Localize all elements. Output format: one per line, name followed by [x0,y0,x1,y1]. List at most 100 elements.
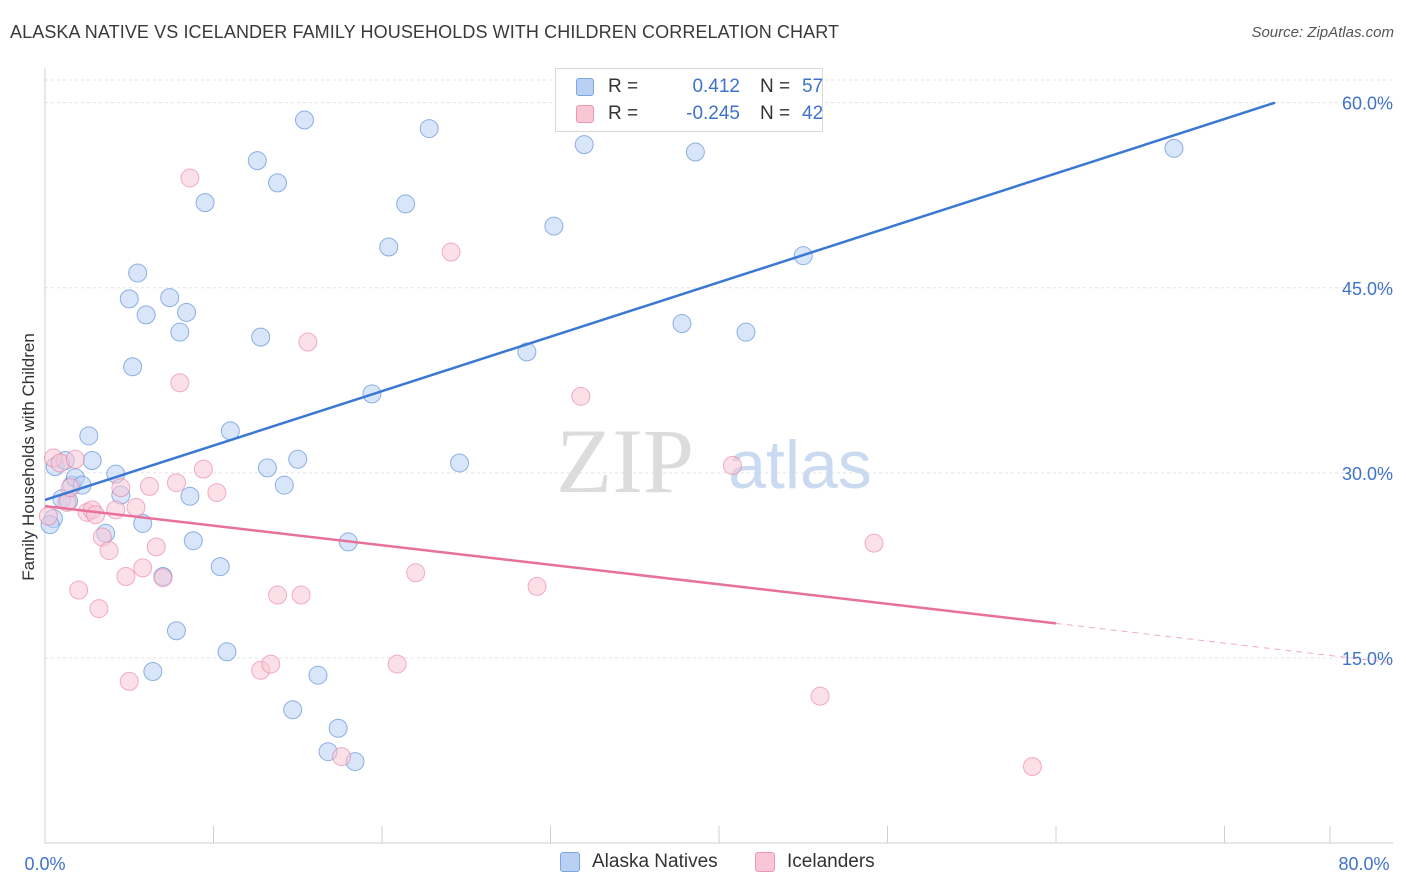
y-tick-label: 45.0% [1342,279,1393,299]
alaska-natives-point [294,110,314,130]
alaska-natives-point [672,314,692,334]
x-tick-label-max: 80.0% [1338,854,1389,874]
r-label: R = [608,103,639,124]
alaska-natives-point [379,237,399,257]
chart-title: ALASKA NATIVE VS ICELANDER FAMILY HOUSEH… [10,22,840,42]
icelanders-point [207,483,227,503]
alaska-natives-point [450,453,470,473]
alaska-natives-point [544,216,564,236]
icelanders-point [153,568,173,588]
icelanders-point [571,386,591,406]
icelanders-trendline-extension [1055,622,1394,664]
correlation-legend: R = 0.412 N = 57 R = -0.245 N = 42 [555,68,823,132]
icelanders-point [810,686,830,706]
icelanders-point [1022,757,1042,776]
y-tick-label: 15.0% [1342,649,1393,669]
n-label: N = [760,103,791,124]
icelanders-point [298,332,318,352]
alaska-natives-point [308,665,328,685]
alaska-natives-point [143,661,163,681]
grid-layer [45,79,1393,659]
alaska-natives-point [180,486,200,506]
icelanders-point [291,585,311,605]
icelanders-point [126,497,146,517]
alaska-natives-point [82,451,102,470]
watermark-atlas: atlas [728,427,872,503]
icelanders-point [332,747,352,767]
icelanders-point [406,563,426,583]
icelanders-point [86,505,106,525]
alaska-natives-point [396,194,416,214]
alaska-natives-point [170,322,190,342]
alaska-natives-point [128,263,148,283]
icelanders-swatch-icon [576,105,594,123]
icelanders-point [119,671,139,691]
x-tick-label-min: 0.0% [24,854,65,874]
series-legend: Alaska Natives Icelanders [0,851,1406,879]
alaska-natives-point [1164,138,1184,158]
alaska-natives-point [136,305,156,325]
icelanders-point [261,654,281,674]
y-tick-label: 30.0% [1342,464,1393,484]
alaska-natives-point [119,289,139,309]
alaska-natives-point [736,322,756,342]
icelanders-point [89,599,109,619]
alaska-natives-point [251,327,271,347]
icelanders-point [170,373,190,393]
alaska-natives-point [288,449,308,469]
alaska-natives-point [79,426,99,446]
points-layer [38,110,1184,776]
alaska-natives-point [574,135,594,155]
alaska-natives-point [160,288,180,308]
icelanders-point [65,449,85,469]
icelanders-point [139,476,159,496]
alaska-natives-point [210,557,230,577]
alaska-natives-point [195,193,215,213]
alaska-natives-point [123,357,143,377]
n-label: N = [760,76,791,97]
alaska-natives-trendline [44,101,1276,502]
alaska-natives-point [685,142,705,162]
alaska-natives-point [517,342,537,362]
icelanders-point [38,506,58,526]
icelanders-point [268,585,288,605]
icelanders-point [441,242,461,262]
r-label: R = [608,76,639,97]
y-axis-label: Family Households with Children [19,333,38,581]
alaska-natives-point [183,531,203,551]
legend-item-alaska-natives[interactable]: Alaska Natives [560,851,718,873]
alaska-natives-point [166,621,186,641]
alaska-swatch-icon [576,78,594,96]
alaska-natives-point [217,642,237,662]
icelanders-point [146,537,166,557]
alaska-natives-point [283,700,303,720]
alaska-natives-point [268,173,288,193]
alaska-natives-point [257,458,277,478]
alaska-natives-point [328,718,348,738]
r-value-alaska: 0.412 [692,76,740,97]
icelanders-point [387,654,407,674]
alaska-natives-swatch-icon [560,852,580,872]
icelanders-point [111,478,131,498]
n-value-alaska: 57 [802,76,824,97]
chart-source: Source: ZipAtlas.com [1251,24,1394,41]
icelanders-point [864,533,884,553]
y-tick-label: 60.0% [1342,94,1393,114]
icelanders-point [133,558,153,578]
icelanders-point [69,580,89,600]
r-value-icelanders: -0.245 [686,103,740,124]
alaska-natives-point [419,119,439,139]
legend-label-alaska-natives: Alaska Natives [592,851,718,872]
axes-layer: 15.0% 30.0% 45.0% 60.0% 0.0% 80.0% [24,68,1393,874]
icelanders-legend-swatch-icon [755,852,775,872]
icelanders-point [527,576,547,596]
icelanders-trendline [44,504,1057,625]
alaska-natives-point [177,302,197,322]
legend-item-icelanders[interactable]: Icelanders [755,851,875,873]
legend-row-icelanders: R = -0.245 N = 42 [556,100,823,128]
legend-row-alaska: R = 0.412 N = 57 [556,73,823,101]
icelanders-point [180,168,200,188]
icelanders-point [99,541,119,561]
watermark-zip: ZIP [556,410,694,512]
